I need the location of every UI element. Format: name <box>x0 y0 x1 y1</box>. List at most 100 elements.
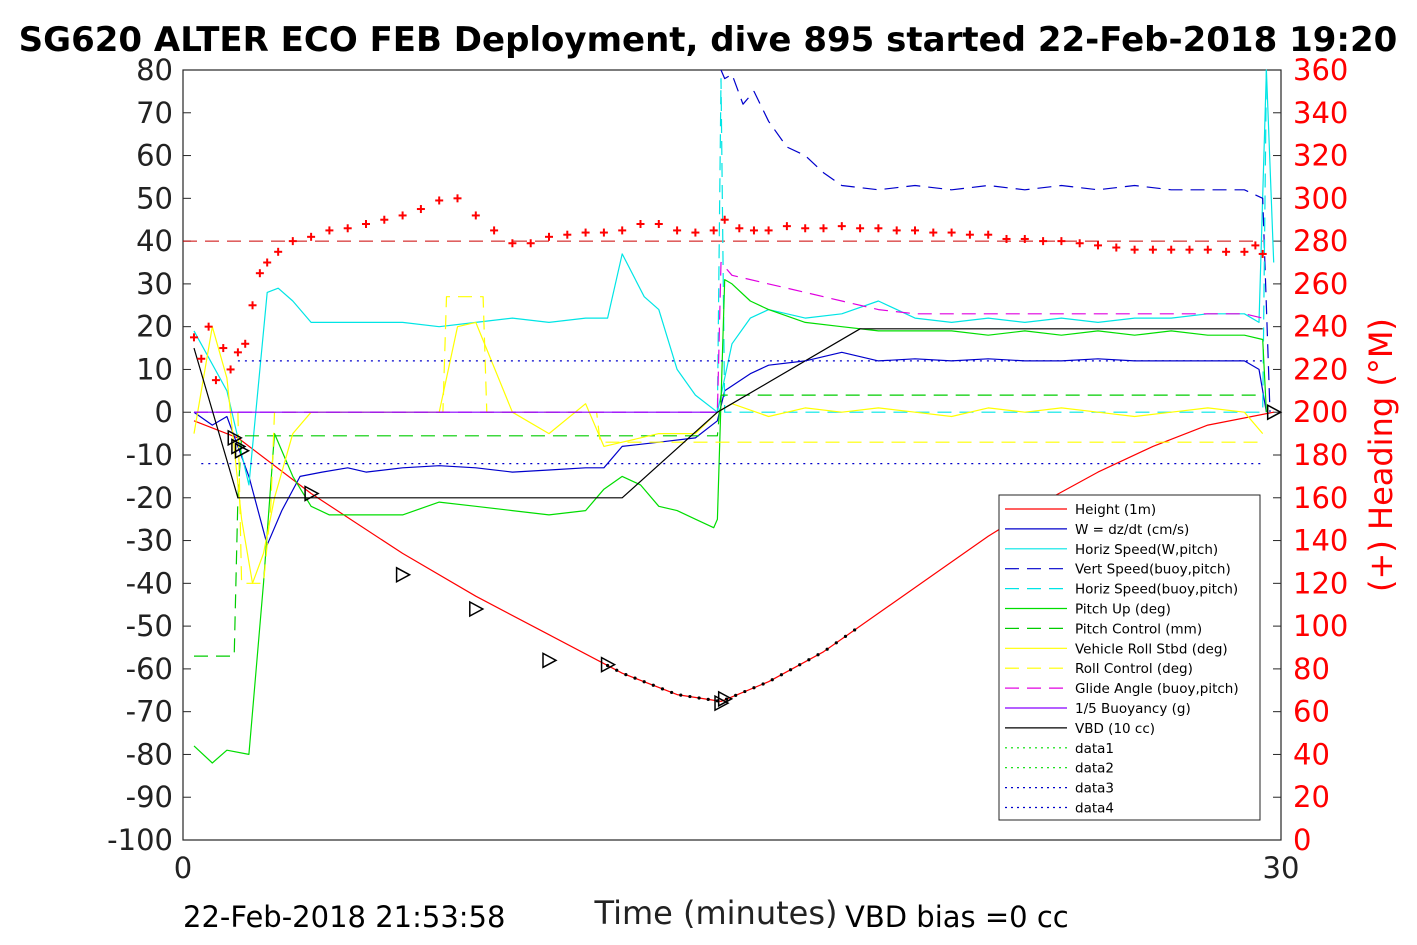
left-tick-label: 10 <box>136 352 173 386</box>
height-sample-dot <box>770 678 774 682</box>
height-sample-dot <box>688 694 692 699</box>
left-tick-label: -20 <box>126 481 173 515</box>
legend-label: Horiz Speed(W,pitch) <box>1075 542 1218 558</box>
height-sample-dot <box>788 668 793 672</box>
heading-point <box>362 220 370 228</box>
legend-entry: data3 <box>1005 781 1114 797</box>
legend-label: 1/5 Buoyancy (g) <box>1075 701 1191 717</box>
left-tick-label: 60 <box>136 139 173 173</box>
heading-point <box>204 322 213 331</box>
right-tick-label: 40 <box>1293 737 1330 771</box>
series-line-horiz-speed-buoy-pitch <box>716 69 1267 413</box>
legend-label: data2 <box>1075 761 1114 777</box>
right-axis-label: (+) Heading (°M) <box>1362 318 1400 592</box>
triangle-marker <box>231 438 247 455</box>
legend-label: W = dz/dt (cm/s) <box>1075 522 1189 538</box>
right-tick-label: 320 <box>1293 139 1348 173</box>
heading-point <box>398 211 407 220</box>
height-sample-dot <box>743 689 747 694</box>
heading-point <box>1203 245 1212 254</box>
heading-point <box>929 228 938 237</box>
height-sample-dot <box>679 693 683 697</box>
series-line-roll-control-deg <box>237 296 1263 584</box>
left-tick-label: 30 <box>136 267 173 301</box>
x-axis-ticks: 0 30 <box>174 832 1299 885</box>
triangle-marker <box>395 566 412 584</box>
legend-entry: VBD (10 cc) <box>1005 721 1155 737</box>
right-tick-label: 160 <box>1293 481 1348 515</box>
heading-point <box>435 196 444 205</box>
triangle-marker <box>717 690 734 708</box>
right-tick-label: 360 <box>1293 53 1348 87</box>
heading-point <box>288 237 297 246</box>
footer-vbd-bias: VBD bias =0 cc <box>845 900 1069 934</box>
triangle-marker <box>542 652 558 669</box>
left-tick-label: 20 <box>136 310 173 344</box>
heading-point <box>720 215 729 224</box>
heading-point <box>837 222 846 231</box>
legend-entry: Height (1m) <box>1005 502 1156 518</box>
heading-point <box>1112 243 1121 252</box>
heading-point <box>911 226 919 235</box>
heading-point <box>211 376 220 385</box>
right-tick-label: 280 <box>1293 224 1348 258</box>
heading-point <box>545 232 553 241</box>
series-line-height-1m <box>193 411 1274 703</box>
legend-label: data1 <box>1075 741 1114 757</box>
right-tick-label: 80 <box>1293 652 1330 686</box>
heading-point <box>1057 237 1066 246</box>
left-tick-label: -90 <box>126 780 173 814</box>
heading-point <box>508 239 517 248</box>
heading-point <box>1020 234 1029 243</box>
legend-entry: 1/5 Buoyancy (g) <box>1005 701 1191 717</box>
heading-point <box>1039 237 1048 246</box>
right-tick-label: 300 <box>1293 181 1348 215</box>
height-sample-dot <box>834 641 838 645</box>
heading-point <box>274 247 283 256</box>
legend-label: Vehicle Roll Stbd (deg) <box>1075 641 1228 657</box>
legend-entry: data2 <box>1005 761 1114 777</box>
left-tick-label: 50 <box>136 181 173 215</box>
legend-entry: W = dz/dt (cm/s) <box>1005 522 1189 538</box>
heading-point <box>248 301 257 310</box>
legend-label: Pitch Control (mm) <box>1075 621 1202 637</box>
legend-entry: Horiz Speed(W,pitch) <box>1005 542 1218 558</box>
heading-point <box>673 226 682 235</box>
heading-point <box>801 224 810 233</box>
heading-point <box>380 215 389 224</box>
heading-point <box>984 230 993 239</box>
x-axis-label: Time (minutes) <box>594 894 838 932</box>
heading-point <box>892 226 901 235</box>
legend-label: VBD (10 cc) <box>1075 721 1155 737</box>
heading-point <box>599 228 608 237</box>
height-sample-dot <box>843 634 848 638</box>
height-sample-dot <box>825 647 829 651</box>
heading-point <box>255 269 264 278</box>
right-tick-label: 100 <box>1293 609 1348 643</box>
heading-point <box>691 228 700 237</box>
legend-label: Vert Speed(buoy,pitch) <box>1075 562 1231 578</box>
heading-point <box>1185 245 1194 254</box>
heading-point <box>965 230 974 239</box>
legend-entry: Roll Control (deg) <box>1005 661 1193 677</box>
triangle-marker <box>600 656 617 673</box>
series-layer <box>183 69 1275 764</box>
series-line-vbd-10-cc <box>193 328 1263 499</box>
right-tick-label: 240 <box>1293 310 1348 344</box>
triangle-marker <box>1266 403 1283 421</box>
heading-point <box>581 228 590 237</box>
triangle-marker <box>469 600 485 618</box>
heading-point <box>1075 239 1084 248</box>
series-line-glide-angle-buoy-pitch <box>194 261 1263 413</box>
heading-point <box>1002 234 1011 243</box>
heading-point <box>1167 245 1176 254</box>
left-tick-label: 70 <box>136 96 173 130</box>
series-line-pitch-up-deg <box>193 279 1267 764</box>
heading-point <box>343 224 352 233</box>
heading-point <box>856 224 865 233</box>
legend-entry: Pitch Control (mm) <box>1005 621 1202 637</box>
heading-layer <box>189 194 1267 385</box>
heading-point <box>654 220 663 228</box>
series-line-horiz-speed-w-pitch <box>193 69 1275 486</box>
heading-point <box>471 211 480 220</box>
